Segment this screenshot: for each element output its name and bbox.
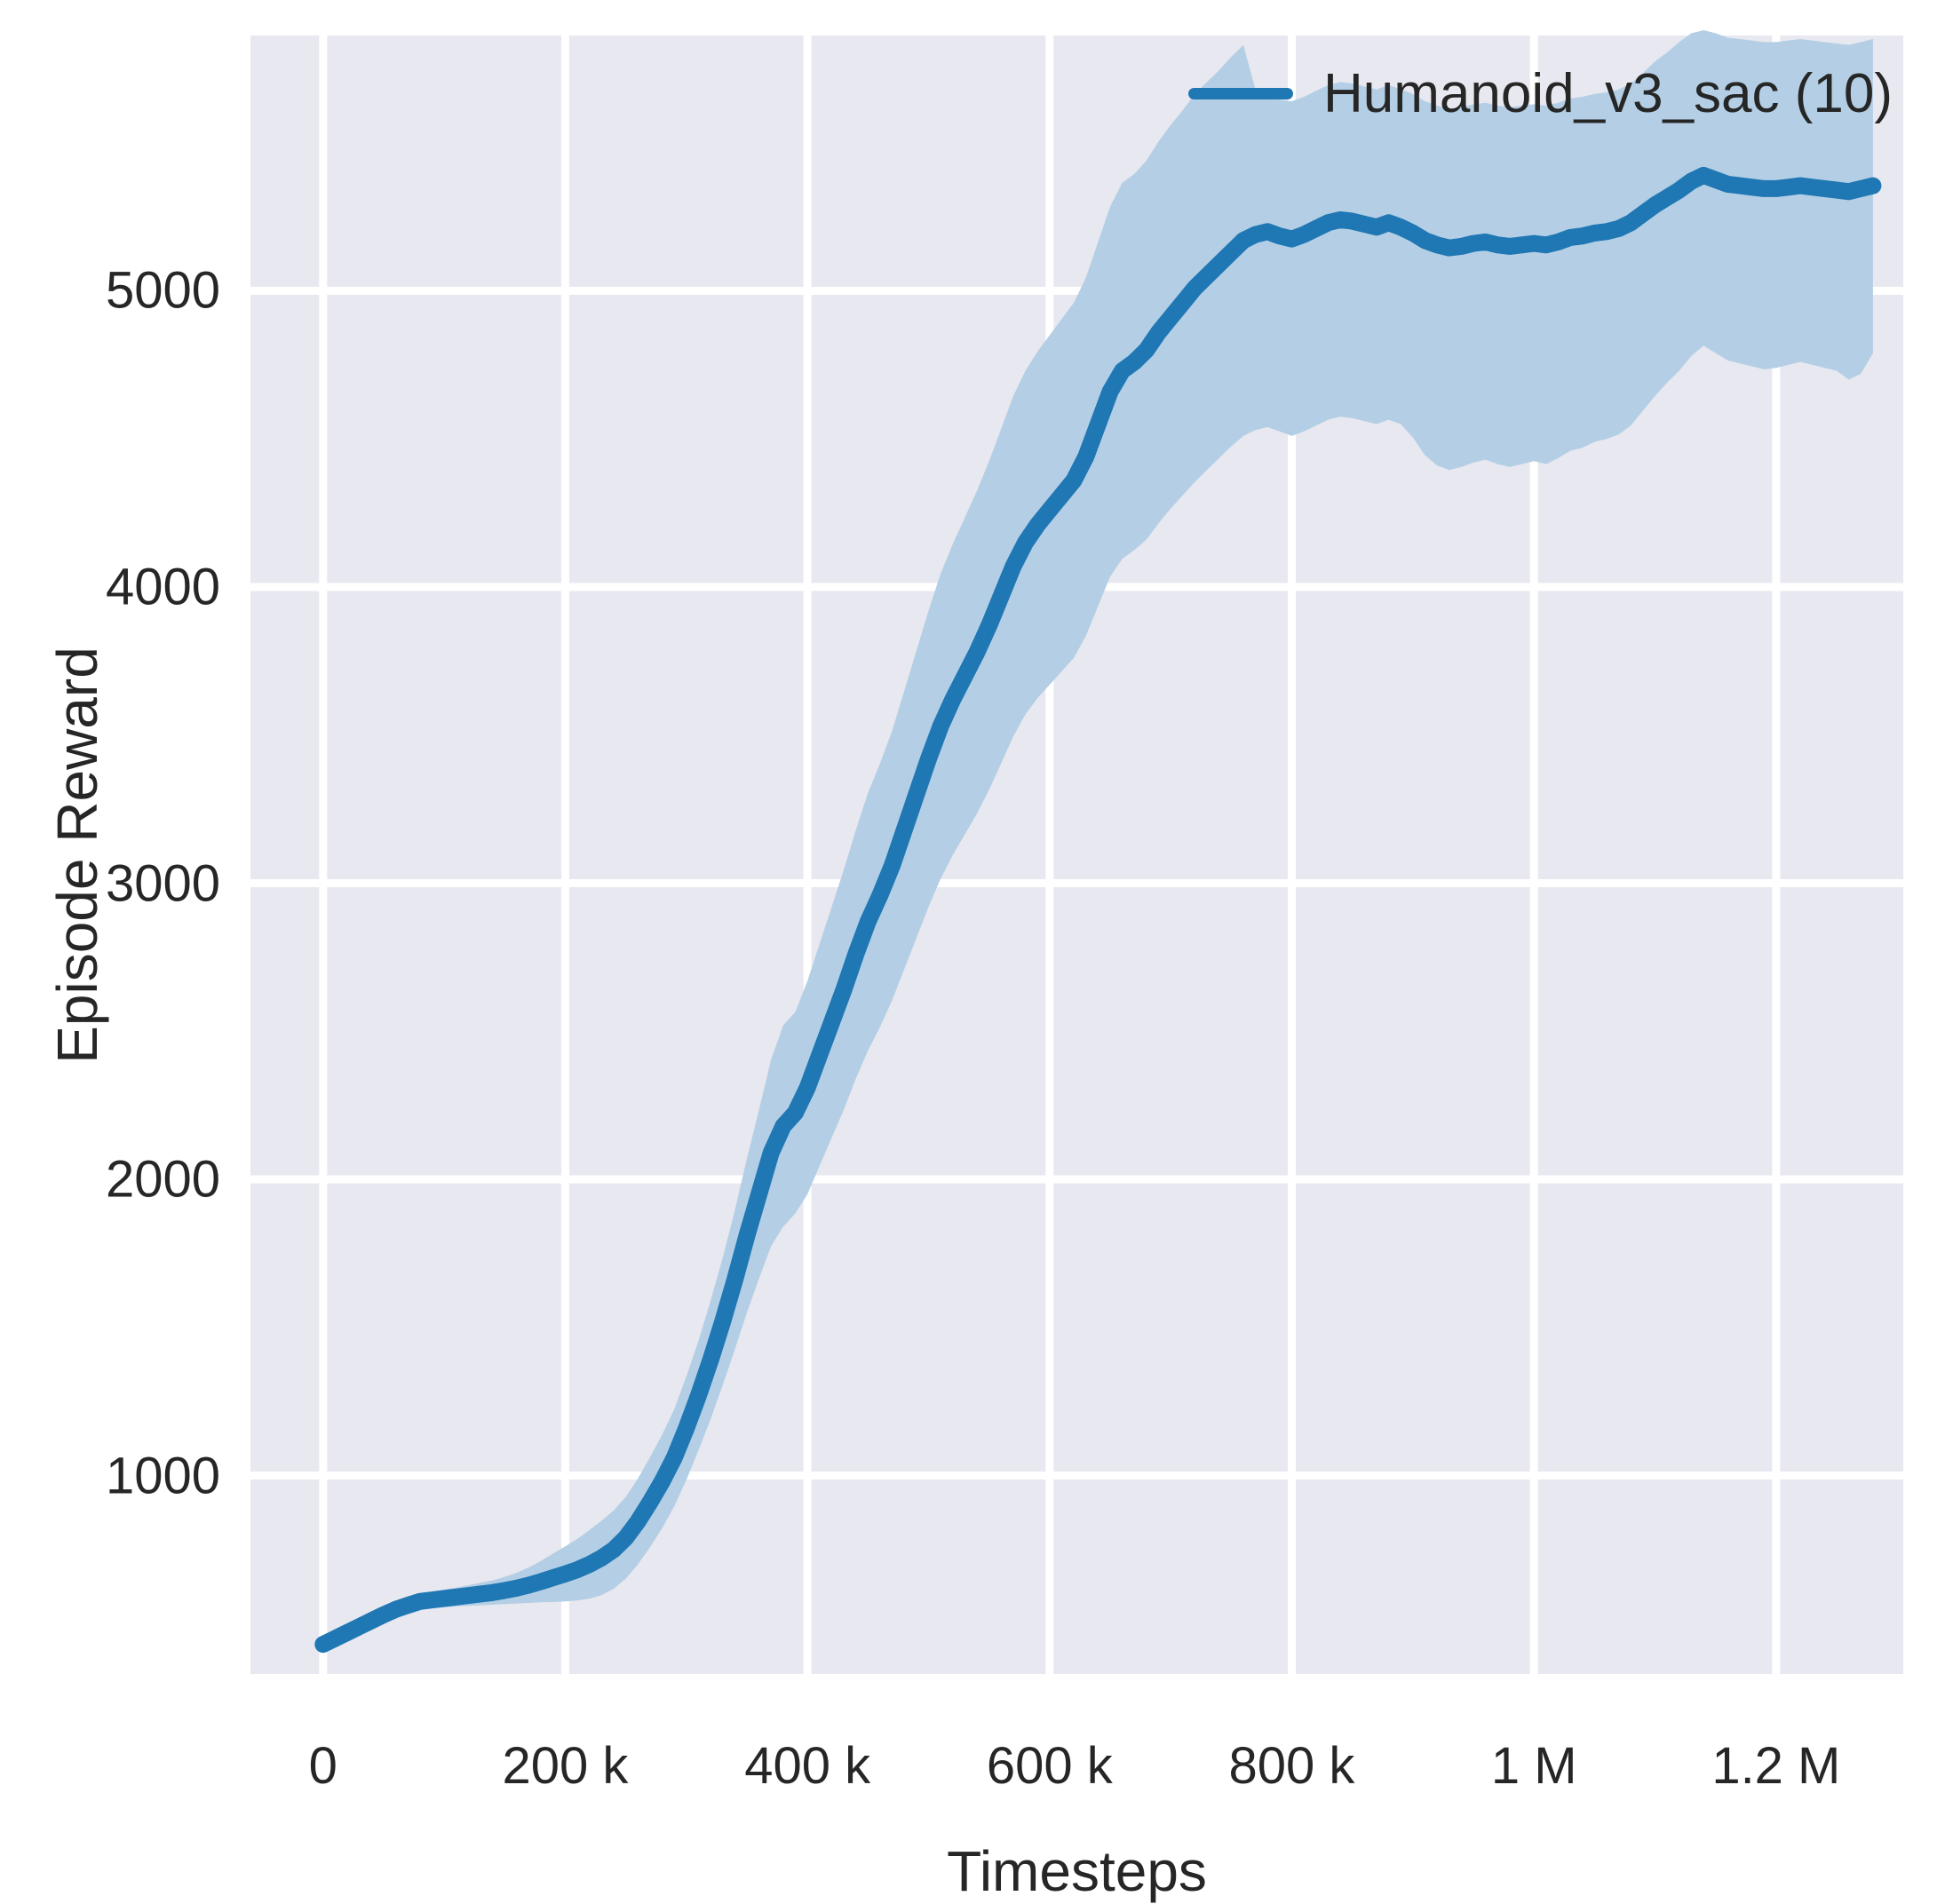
x-tick-label: 1 M: [1490, 1737, 1577, 1795]
x-tick-label: 0: [308, 1737, 337, 1795]
chart-legend: Humanoid_v3_sac (10): [1187, 62, 1893, 125]
chart-plot-svg: [250, 29, 1903, 1674]
x-tick-label: 1.2 M: [1711, 1737, 1841, 1795]
legend-swatch-humanoid-v3-sac: [1187, 88, 1293, 99]
chart-figure: 1000 2000 3000 4000 5000 0 200 k 400 k 600 k 800…: [45, 29, 1903, 1903]
y-tick-label: 2000: [105, 1150, 220, 1209]
legend-label-humanoid-v3-sac: Humanoid_v3_sac (10): [1322, 63, 1893, 124]
x-tick-label: 400 k: [744, 1737, 871, 1795]
x-tick-label: 200 k: [502, 1737, 629, 1795]
x-axis-label: Timesteps: [947, 1839, 1207, 1903]
y-tick-label: 1000: [105, 1447, 220, 1505]
x-gridlines: [319, 36, 1781, 1674]
x-tick-label: 800 k: [1228, 1737, 1355, 1795]
series-line: [314, 166, 1882, 1654]
x-tick-label: 600 k: [986, 1737, 1113, 1795]
y-tick-label: 3000: [105, 854, 220, 913]
y-axis-label: Episode Reward: [45, 646, 109, 1064]
y-tick-label: 4000: [105, 558, 220, 616]
confidence-band: [322, 29, 1873, 1646]
y-tick-label: 5000: [105, 261, 220, 320]
